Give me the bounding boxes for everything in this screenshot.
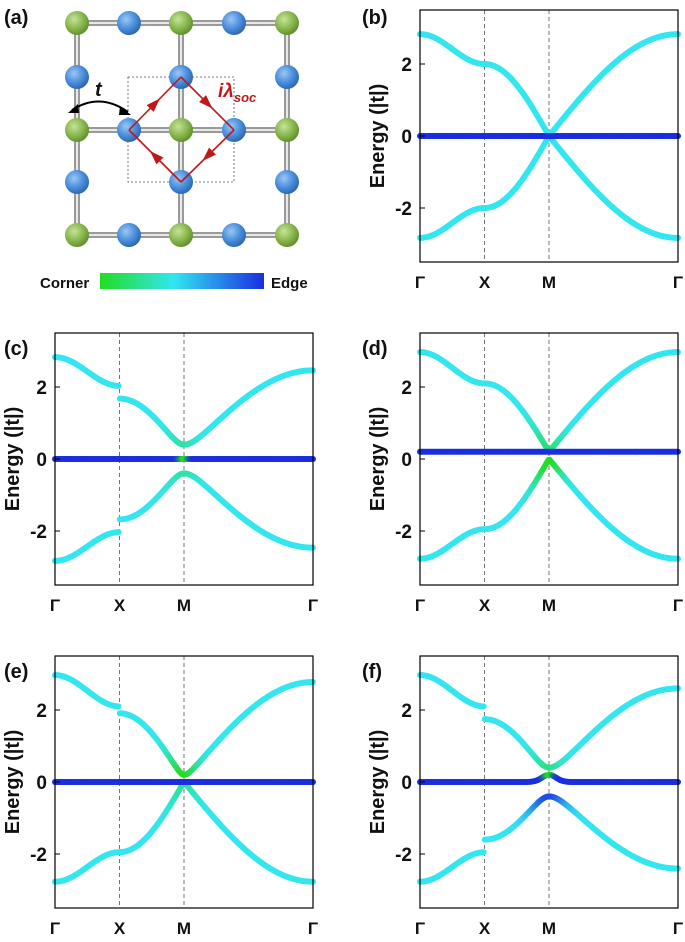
lattice-atom-blue [275, 170, 299, 194]
band-point [480, 703, 487, 710]
lattice-atom-blue [117, 11, 141, 35]
band-point [115, 529, 122, 536]
band-point [480, 849, 487, 856]
x-tick-label: M [542, 273, 556, 292]
x-tick-label: M [177, 596, 191, 615]
soc-arrowhead [146, 98, 160, 112]
x-tick-label: M [542, 596, 556, 615]
x-tick-label: Γ [308, 596, 318, 615]
hopping-t-arrowhead-left [68, 104, 79, 113]
chart-panel-b: (b) Energy (|t|) 2 0 -2 Γ X M Γ [362, 7, 683, 292]
chart-panel-c: (c) Energy (|t|) 2 0 -2 Γ X M Γ [2, 332, 318, 615]
x-tick-label: Γ [415, 596, 425, 615]
y-axis-label: Energy (|t|) [367, 730, 389, 835]
lattice-atom-blue [222, 223, 246, 247]
lattice-atom-green [275, 223, 299, 247]
y-tick-label: 0 [401, 127, 412, 148]
y-axis-label: Energy (|t|) [367, 84, 389, 189]
x-tick-label: Γ [50, 919, 60, 938]
colorbar-left-label: Corner [40, 275, 89, 292]
panel-label-a: (a) [4, 7, 28, 29]
x-tick-label: X [114, 596, 126, 615]
x-tick-label: Γ [308, 919, 318, 938]
x-tick-label: Γ [673, 919, 683, 938]
hopping-t-label: t [95, 79, 103, 101]
lattice-atom-green [65, 118, 89, 142]
y-tick-label: 0 [401, 450, 412, 471]
x-tick-label: X [114, 919, 126, 938]
x-tick-label: M [542, 919, 556, 938]
lattice-atom-green [65, 223, 89, 247]
y-tick-label: -2 [395, 199, 412, 220]
y-tick-label: 2 [401, 378, 412, 399]
y-axis-label: Energy (|t|) [367, 407, 389, 512]
lattice-atom-green [275, 118, 299, 142]
y-tick-label: -2 [395, 845, 412, 866]
soc-arrowhead [202, 147, 216, 161]
y-tick-label: -2 [395, 522, 412, 543]
x-tick-label: M [177, 919, 191, 938]
panel-label-f: (f) [362, 661, 382, 683]
y-tick-label: 0 [36, 450, 47, 471]
panel-label-b: (b) [362, 7, 388, 29]
lattice-atom-green [65, 11, 89, 35]
y-tick-label: 0 [36, 773, 47, 794]
x-tick-label: Γ [50, 596, 60, 615]
x-tick-label: X [479, 596, 491, 615]
y-tick-label: 2 [401, 55, 412, 76]
y-tick-label: 0 [401, 773, 412, 794]
lattice-atom-blue [117, 223, 141, 247]
lattice-atom-blue [65, 170, 89, 194]
y-axis-label: Energy (|t|) [2, 407, 24, 512]
y-tick-label: 2 [36, 701, 47, 722]
x-tick-label: Γ [415, 273, 425, 292]
chart-panel-d: (d) Energy (|t|) 2 0 -2 Γ X M Γ [362, 332, 683, 615]
panel-label-d: (d) [362, 338, 388, 360]
hopping-t-arrowhead-right [119, 106, 131, 115]
x-tick-label: X [479, 273, 491, 292]
band-point [115, 703, 122, 710]
y-tick-label: 2 [401, 701, 412, 722]
colorbar [100, 273, 264, 289]
chart-panel-e: (e) Energy (|t|) 2 0 -2 Γ X M Γ [2, 655, 318, 938]
lattice-atom-green [275, 11, 299, 35]
lattice-atom-green [169, 11, 193, 35]
y-tick-label: 2 [36, 378, 47, 399]
lattice-panel: (a) t iλsoc Corner Edge [4, 7, 308, 292]
x-tick-label: Γ [415, 919, 425, 938]
soc-arrowhead [150, 151, 164, 165]
x-tick-label: Γ [673, 273, 683, 292]
lattice-atom-blue [275, 65, 299, 89]
soc-arrowhead [199, 95, 213, 109]
soc-label: iλsoc [218, 81, 257, 105]
lattice-atom-green [169, 223, 193, 247]
panel-label-c: (c) [4, 338, 28, 360]
band-structure-charts: (b) Energy (|t|) 2 0 -2 Γ X M Γ (c) Energy (|t|) 2 0… [2, 7, 683, 938]
chart-panel-f: (f) Energy (|t|) 2 0 -2 Γ X M Γ [362, 655, 683, 938]
soc-loop [128, 76, 235, 183]
panel-label-e: (e) [4, 661, 28, 683]
band-point [115, 382, 122, 389]
colorbar-right-label: Edge [271, 275, 308, 292]
lattice-atom-green [169, 118, 193, 142]
x-tick-label: Γ [673, 596, 683, 615]
y-axis-label: Energy (|t|) [2, 730, 24, 835]
y-tick-label: -2 [30, 845, 47, 866]
lattice-atom-blue [222, 11, 246, 35]
y-tick-label: -2 [30, 522, 47, 543]
x-tick-label: X [479, 919, 491, 938]
lattice-atom-blue [65, 65, 89, 89]
